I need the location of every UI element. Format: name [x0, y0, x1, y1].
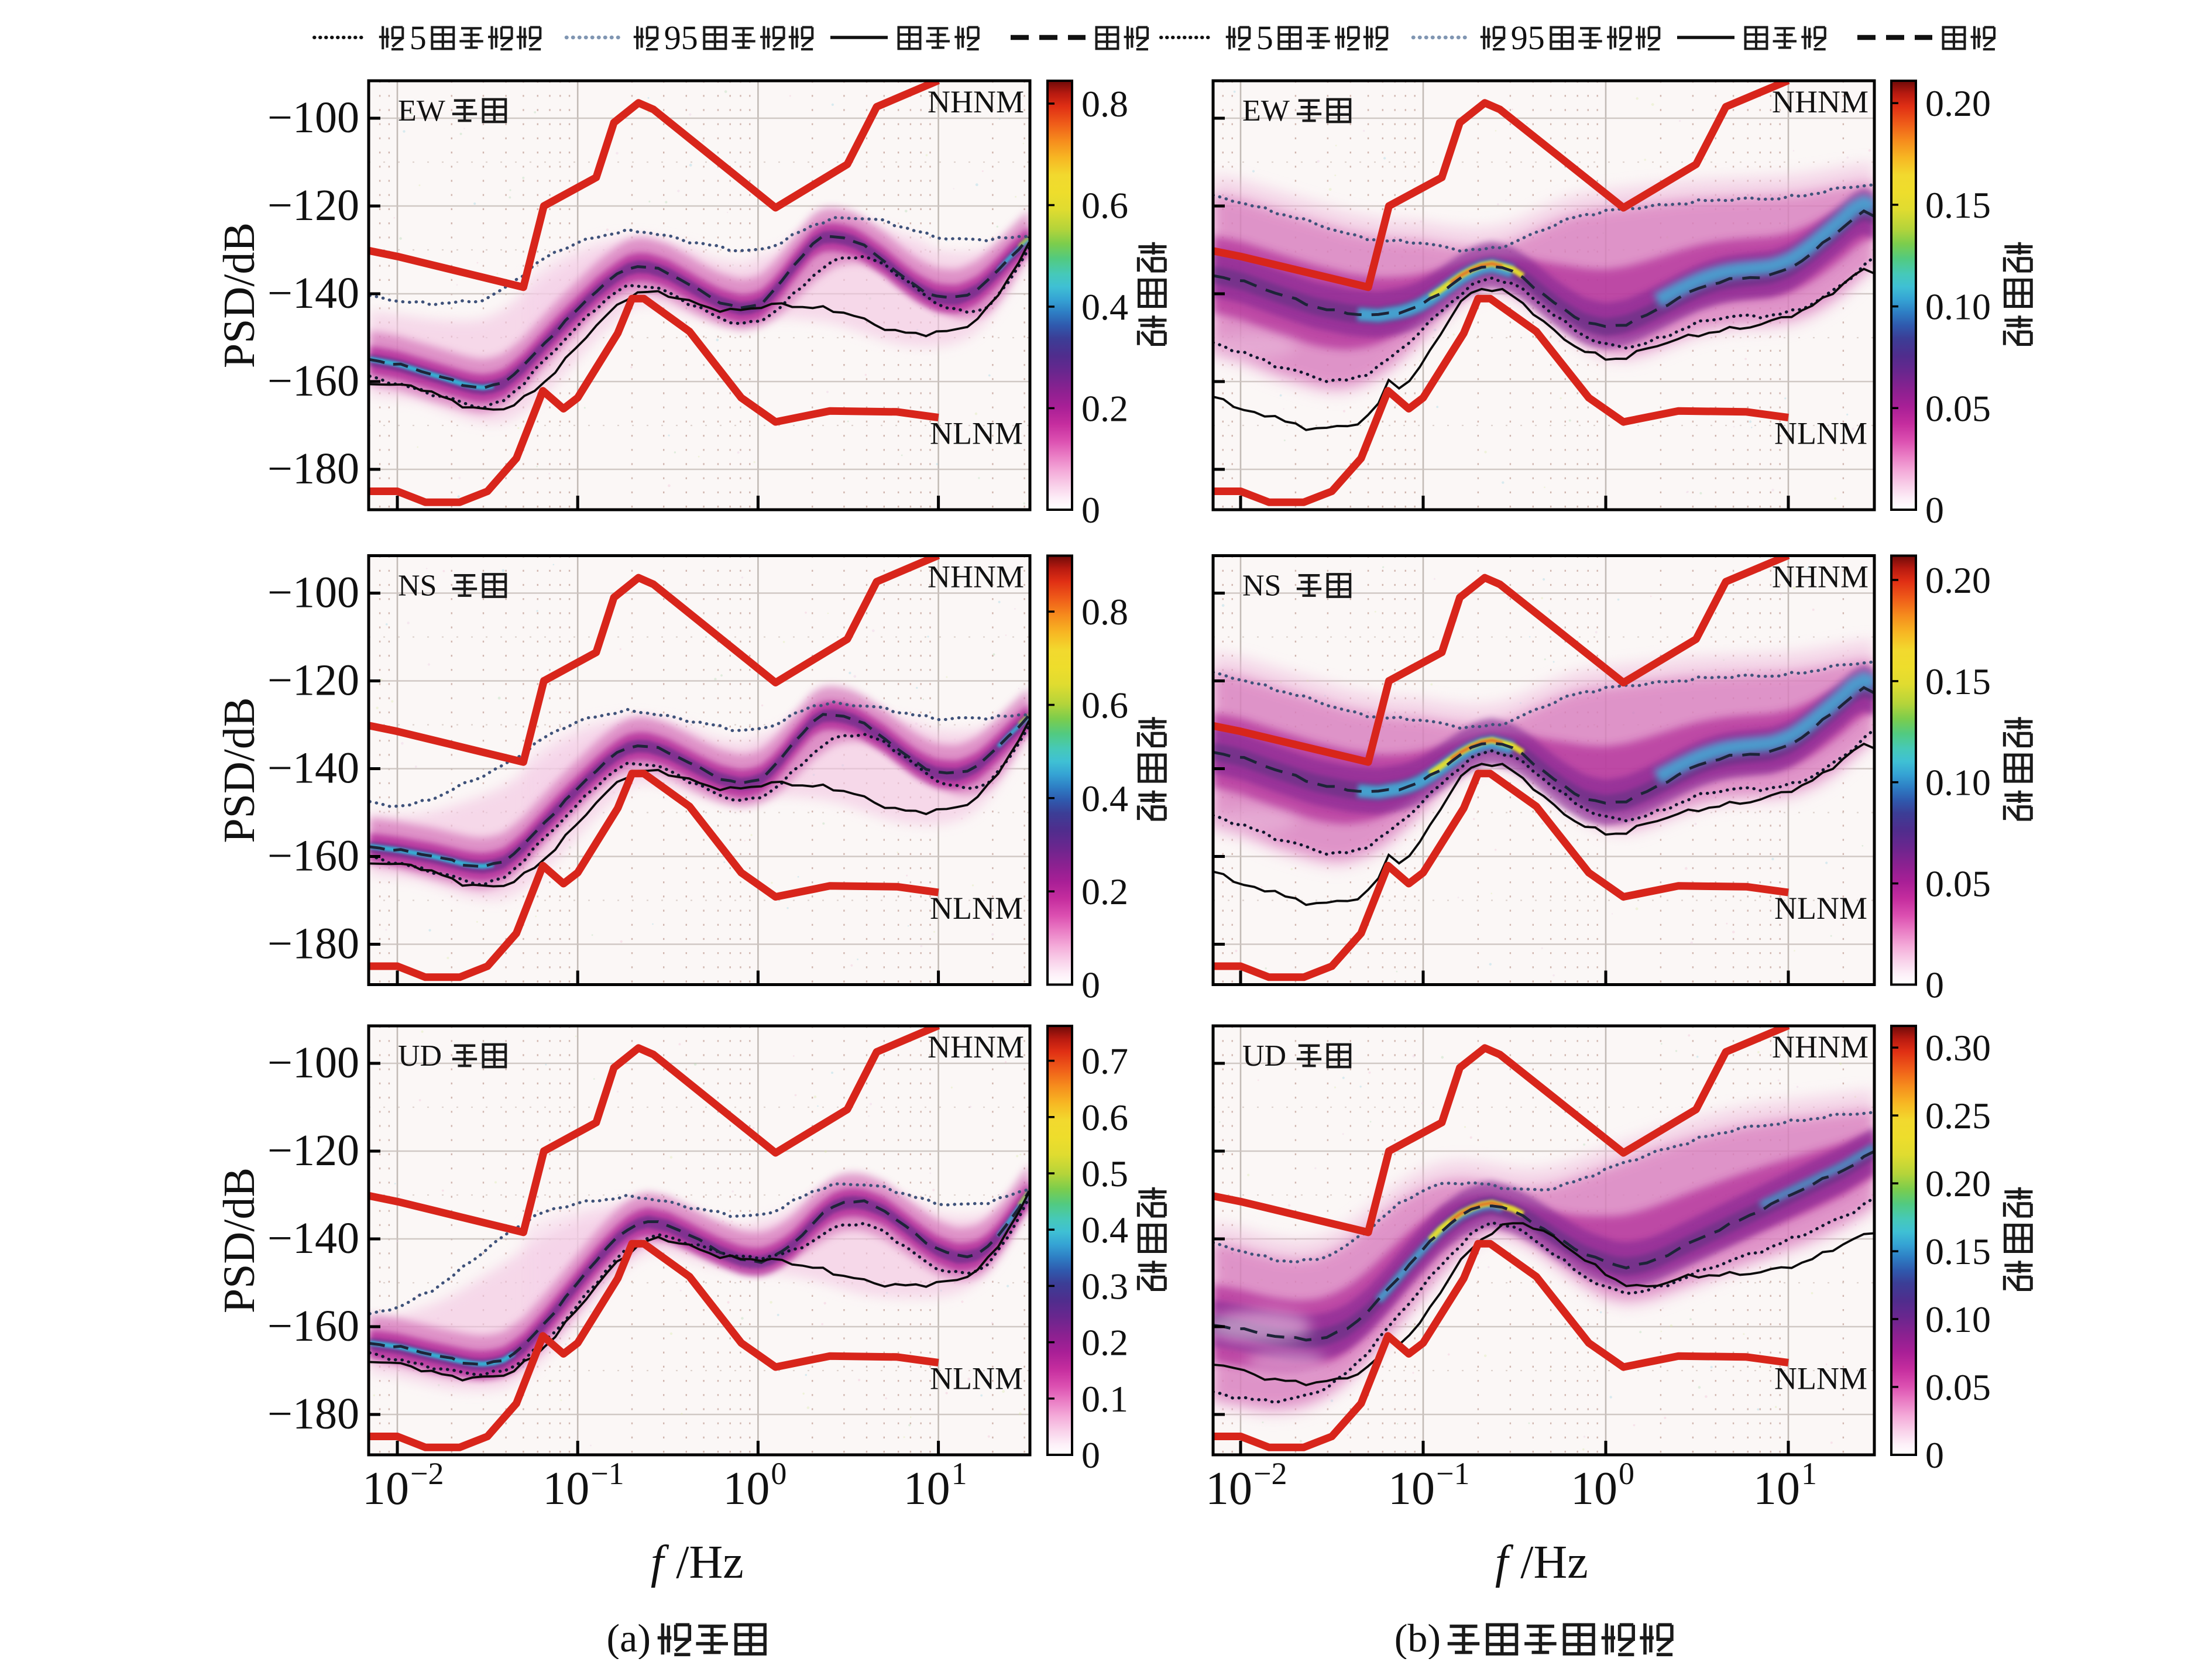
svg-text:0.4: 0.4	[1081, 1209, 1128, 1251]
svg-text:1: 1	[1801, 1456, 1817, 1491]
svg-text:0.8: 0.8	[1081, 83, 1128, 125]
svg-text:−1: −1	[1436, 1456, 1469, 1491]
svg-text:0.05: 0.05	[1925, 1366, 1991, 1408]
svg-text:−100: −100	[267, 1038, 359, 1087]
svg-text:0.6: 0.6	[1081, 1097, 1128, 1138]
svg-text:PSD/dB: PSD/dB	[215, 1167, 264, 1313]
svg-text:NLNM: NLNM	[1774, 416, 1867, 451]
svg-text:−180: −180	[267, 919, 359, 969]
svg-text:0: 0	[1081, 1434, 1100, 1476]
svg-text:95: 95	[1511, 19, 1545, 57]
svg-text:NLNM: NLNM	[1774, 891, 1867, 926]
svg-text:0.20: 0.20	[1925, 559, 1991, 601]
svg-text:−140: −140	[267, 744, 359, 793]
svg-text:0: 0	[1925, 964, 1944, 1006]
svg-text:5: 5	[410, 19, 427, 57]
svg-text:−140: −140	[267, 1214, 359, 1263]
svg-text:10: 10	[1571, 1463, 1617, 1515]
svg-text:(b): (b)	[1394, 1616, 1441, 1659]
svg-text:−100: −100	[267, 568, 359, 617]
svg-text:−140: −140	[267, 269, 359, 318]
svg-text:10: 10	[723, 1463, 770, 1515]
svg-text:−120: −120	[267, 1126, 359, 1175]
svg-text:10: 10	[904, 1463, 950, 1515]
svg-text:0.10: 0.10	[1925, 286, 1991, 328]
svg-text:0.15: 0.15	[1925, 661, 1991, 702]
svg-text:EW: EW	[1242, 94, 1290, 128]
svg-text:/Hz: /Hz	[676, 1537, 744, 1588]
svg-text:NS: NS	[398, 569, 437, 603]
svg-text:NHNM: NHNM	[928, 1029, 1024, 1064]
svg-text:−2: −2	[410, 1456, 444, 1491]
svg-text:0.7: 0.7	[1081, 1041, 1128, 1082]
svg-text:−100: −100	[267, 93, 359, 142]
svg-text:NLNM: NLNM	[930, 1361, 1023, 1396]
svg-text:/Hz: /Hz	[1520, 1537, 1588, 1588]
svg-text:95: 95	[664, 19, 698, 57]
svg-text:PSD/dB: PSD/dB	[215, 697, 264, 843]
svg-text:0.6: 0.6	[1081, 185, 1128, 226]
svg-text:PSD/dB: PSD/dB	[215, 222, 264, 368]
svg-text:UD: UD	[398, 1039, 442, 1073]
svg-text:0.15: 0.15	[1925, 184, 1991, 226]
svg-text:−2: −2	[1253, 1456, 1287, 1491]
svg-text:10: 10	[542, 1463, 589, 1515]
svg-text:(a): (a)	[607, 1616, 651, 1659]
svg-text:−120: −120	[267, 656, 359, 705]
svg-text:10: 10	[362, 1463, 409, 1515]
svg-text:NLNM: NLNM	[930, 891, 1023, 926]
svg-text:10: 10	[1753, 1463, 1800, 1515]
svg-text:0.5: 0.5	[1081, 1153, 1128, 1194]
svg-text:0.15: 0.15	[1925, 1231, 1991, 1272]
svg-text:0: 0	[1925, 489, 1944, 531]
svg-text:5: 5	[1256, 19, 1273, 57]
svg-text:0: 0	[1081, 489, 1100, 531]
svg-text:−180: −180	[267, 1389, 359, 1438]
svg-text:−120: −120	[267, 181, 359, 230]
svg-text:EW: EW	[398, 94, 445, 128]
svg-text:0.25: 0.25	[1925, 1095, 1991, 1136]
svg-text:0: 0	[1081, 964, 1100, 1006]
svg-text:0.20: 0.20	[1925, 83, 1991, 124]
svg-text:10: 10	[1205, 1463, 1252, 1515]
svg-text:−1: −1	[590, 1456, 624, 1491]
svg-text:NHNM: NHNM	[1772, 1029, 1868, 1064]
svg-text:−180: −180	[267, 444, 359, 493]
svg-text:0.05: 0.05	[1925, 863, 1991, 905]
svg-text:NLNM: NLNM	[1774, 1361, 1867, 1396]
svg-text:NHNM: NHNM	[1772, 559, 1868, 595]
svg-text:0.2: 0.2	[1081, 1322, 1128, 1364]
svg-text:−160: −160	[267, 1302, 359, 1351]
svg-text:NS: NS	[1242, 569, 1281, 603]
svg-text:1: 1	[952, 1456, 967, 1491]
svg-text:UD: UD	[1242, 1039, 1286, 1073]
svg-text:0.20: 0.20	[1925, 1163, 1991, 1204]
svg-text:0.1: 0.1	[1081, 1378, 1128, 1420]
svg-text:NHNM: NHNM	[928, 559, 1024, 595]
svg-text:10: 10	[1388, 1463, 1435, 1515]
svg-text:0.10: 0.10	[1925, 1299, 1991, 1340]
svg-text:0: 0	[771, 1456, 786, 1491]
svg-text:NLNM: NLNM	[930, 416, 1023, 451]
svg-text:0: 0	[1925, 1434, 1944, 1476]
svg-text:0.05: 0.05	[1925, 387, 1991, 429]
svg-text:0.8: 0.8	[1081, 591, 1128, 633]
svg-text:NHNM: NHNM	[928, 84, 1024, 119]
svg-text:0.10: 0.10	[1925, 762, 1991, 803]
svg-text:0.2: 0.2	[1081, 388, 1128, 430]
svg-text:−160: −160	[267, 356, 359, 406]
svg-text:0.4: 0.4	[1081, 778, 1128, 819]
svg-text:0.6: 0.6	[1081, 685, 1128, 726]
svg-text:−160: −160	[267, 832, 359, 881]
svg-text:0: 0	[1619, 1456, 1634, 1491]
svg-text:0.2: 0.2	[1081, 871, 1128, 912]
svg-text:NHNM: NHNM	[1772, 84, 1868, 119]
svg-text:0.30: 0.30	[1925, 1027, 1991, 1069]
svg-text:0.3: 0.3	[1081, 1265, 1128, 1307]
svg-text:0.4: 0.4	[1081, 286, 1128, 328]
